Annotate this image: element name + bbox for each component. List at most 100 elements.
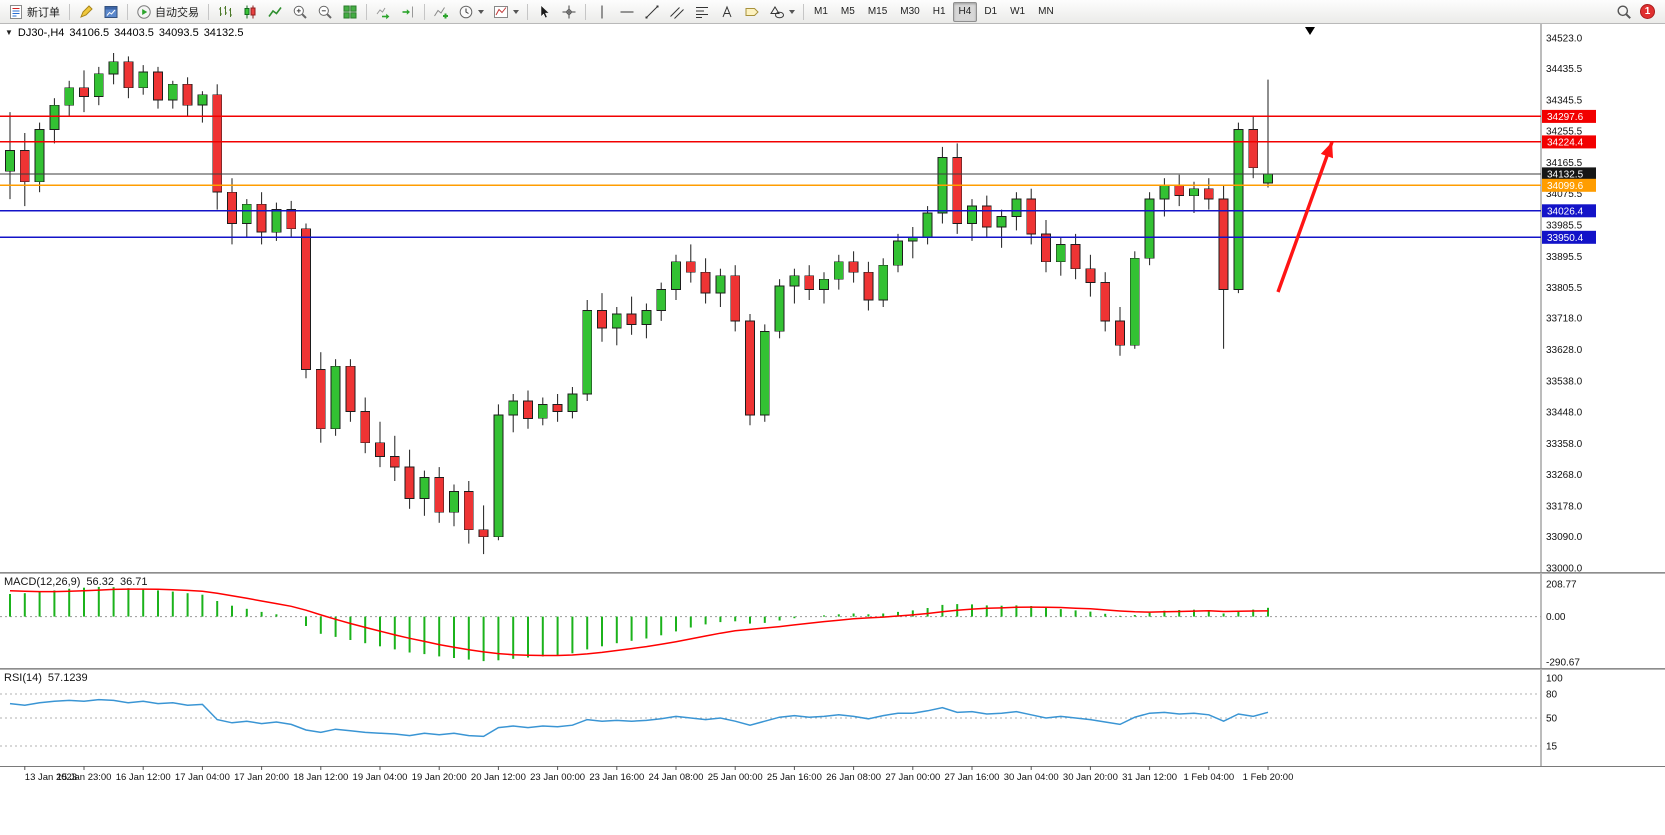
candle-up [611, 313, 622, 329]
tile-windows-icon [342, 4, 358, 20]
candle-up [271, 209, 282, 233]
vertical-line-button[interactable] [590, 2, 614, 22]
metaeditor-button[interactable] [74, 2, 98, 22]
dropdown-caret-icon[interactable] [789, 9, 795, 14]
candle-down [1085, 268, 1096, 283]
line-chart-button[interactable] [263, 2, 287, 22]
candle-up [493, 414, 504, 538]
candle-down [804, 275, 815, 290]
search-icon [1616, 4, 1632, 20]
candle-down [19, 150, 30, 183]
candle-down [863, 271, 874, 301]
dropdown-caret-icon[interactable] [478, 9, 484, 14]
trend-arrow[interactable] [1276, 141, 1334, 293]
y-axis-label: 33268.0 [1546, 470, 1583, 481]
label-button[interactable] [740, 2, 764, 22]
rsi-y-label: 15 [1546, 742, 1558, 753]
autotrading-button-label: 自动交易 [155, 6, 199, 19]
rsi-y-label: 100 [1546, 674, 1563, 685]
x-axis-label: 20 Jan 12:00 [471, 772, 526, 783]
chart-shift-button[interactable] [396, 2, 420, 22]
panel-splitter[interactable] [0, 572, 1665, 574]
candle-down [1026, 198, 1037, 235]
candle-up [537, 403, 548, 419]
crosshair-button[interactable] [557, 2, 581, 22]
y-axis-label: 33358.0 [1546, 439, 1583, 450]
cursor-icon [536, 4, 552, 20]
one-click-trading-toggle[interactable]: ▼ [5, 28, 13, 37]
timeframe-h4[interactable]: H4 [952, 1, 978, 22]
candle-up [1159, 184, 1170, 200]
new-order-button[interactable]: 新订单 [4, 2, 65, 22]
tile-windows-button[interactable] [338, 2, 362, 22]
x-axis-label: 23 Jan 00:00 [530, 772, 585, 783]
candle-down [478, 529, 489, 538]
dropdown-caret-icon[interactable] [513, 9, 519, 14]
trendline-button[interactable] [640, 2, 664, 22]
candle-down [286, 209, 297, 230]
timeframe-m15[interactable]: M15 [867, 6, 888, 17]
channel-button[interactable] [665, 2, 689, 22]
candlestick-chart-button[interactable] [238, 2, 262, 22]
toolbar-separator [366, 3, 367, 20]
auto-scroll-button[interactable] [371, 2, 395, 22]
zoom-out-button[interactable] [313, 2, 337, 22]
candle-down [730, 275, 741, 322]
toolbar-separator [127, 3, 128, 20]
candle-up [64, 87, 75, 106]
shapes-button[interactable] [765, 2, 799, 22]
time-axis[interactable]: 13 Jan 2023 15 Jan 23:00 16 Jan 12:00 17 Ja… [0, 766, 1665, 784]
timeframe-w1[interactable]: W1 [1010, 6, 1026, 17]
candle-down [212, 94, 223, 193]
symbol-period: DJ30-,H4 [17, 27, 65, 39]
templates-button[interactable] [489, 2, 523, 22]
text-button[interactable] [715, 2, 739, 22]
zoom-in-button[interactable] [288, 2, 312, 22]
autotrading-button[interactable]: 自动交易 [132, 2, 204, 22]
search-button[interactable] [1612, 2, 1636, 22]
label-icon [744, 4, 760, 20]
panel-splitter[interactable] [0, 668, 1665, 670]
main-chart-panel: 34523.0 34435.5 34345.5 34255.5 34165.5 34075… [0, 24, 1665, 572]
timeframe-h1[interactable]: H1 [932, 6, 946, 17]
candlestick-icon [242, 4, 258, 20]
x-axis-label: 26 Jan 08:00 [826, 772, 881, 783]
toolbar-separator [585, 3, 586, 20]
terminal-button[interactable] [99, 2, 123, 22]
candle-down [523, 400, 533, 419]
indicators-icon [433, 4, 449, 20]
toolbar-separator [424, 3, 425, 20]
indicators-button[interactable] [429, 2, 453, 22]
x-axis-label: 25 Jan 16:00 [767, 772, 822, 783]
candle-down [404, 466, 415, 499]
x-axis-label: 1 Feb 04:00 [1183, 772, 1234, 783]
candle-up [241, 203, 252, 224]
y-axis-label: 34255.5 [1546, 127, 1583, 138]
channel-icon [669, 4, 685, 20]
auto-scroll-icon [375, 4, 391, 20]
timeframe-m30[interactable]: M30 [900, 6, 920, 17]
periods-button[interactable] [454, 2, 488, 22]
timeframe-m1[interactable]: M1 [814, 6, 828, 17]
support-line-orange-tag-label: 34099.6 [1547, 181, 1584, 192]
candle-up [49, 104, 60, 130]
macd-value-main: 56.32 [86, 576, 114, 588]
candle-down [1218, 198, 1229, 291]
chart-shift-marker[interactable] [1305, 27, 1315, 35]
new-order-icon [8, 4, 24, 20]
notification-badge[interactable]: 1 [1640, 4, 1655, 19]
timeframe-m5[interactable]: M5 [840, 6, 855, 17]
horizontal-line-button[interactable] [615, 2, 639, 22]
timeframe-d1[interactable]: D1 [984, 6, 998, 17]
candle-down [79, 87, 89, 97]
x-axis-label: 19 Jan 20:00 [412, 772, 467, 783]
cursor-button[interactable] [532, 2, 556, 22]
bar-chart-button[interactable] [213, 2, 237, 22]
chart-title: ▼ DJ30-,H4 34106.5 34403.5 34093.5 34132… [5, 27, 243, 39]
timeframe-mn[interactable]: MN [1038, 6, 1054, 17]
support-line-blue-2-tag [1542, 230, 1596, 244]
candle-down [685, 261, 696, 273]
candle-down [1174, 184, 1185, 196]
candle-down [256, 203, 267, 233]
fibonacci-button[interactable] [690, 2, 714, 22]
